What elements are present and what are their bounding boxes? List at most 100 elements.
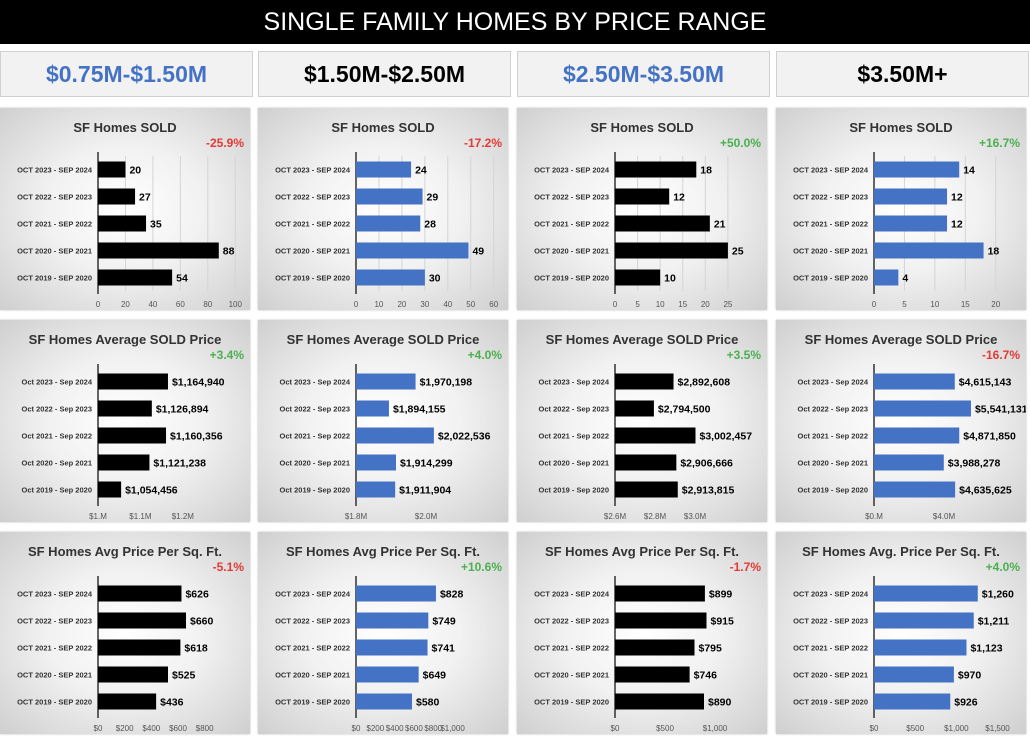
chart-panel: SF Homes Average SOLD Price -16.7% $0.M $4.… bbox=[776, 320, 1026, 522]
tick-label: $1,000 bbox=[703, 724, 728, 733]
bar bbox=[356, 188, 423, 205]
value-label: $1,160,356 bbox=[170, 431, 223, 443]
change-percent: -17.2% bbox=[464, 136, 502, 150]
category-label: Oct 2022 - Sep 2023 bbox=[798, 405, 868, 414]
tick-label: $400 bbox=[386, 724, 404, 733]
change-percent: -1.7% bbox=[730, 560, 762, 574]
bar bbox=[356, 215, 421, 232]
tick-label: $600 bbox=[405, 724, 423, 733]
bar bbox=[98, 639, 181, 656]
bar bbox=[98, 585, 182, 602]
bar-chart: SF Homes Avg. Price Per Sq. Ft.+4.0% $0 $5… bbox=[793, 544, 1021, 733]
bar bbox=[615, 242, 728, 259]
chart-title: SF Homes SOLD bbox=[73, 120, 176, 135]
bar-chart: SF Homes Avg Price Per Sq. Ft.-1.7% $0 $50… bbox=[534, 544, 762, 733]
category-label: OCT 2019 - SEP 2020 bbox=[275, 274, 350, 283]
tick-label: $800 bbox=[196, 724, 214, 733]
category-label: OCT 2019 - SEP 2020 bbox=[793, 274, 868, 283]
category-label: Oct 2019 - Sep 2020 bbox=[22, 486, 92, 495]
value-label: 21 bbox=[714, 219, 726, 231]
bar bbox=[615, 161, 697, 178]
bar bbox=[98, 242, 219, 259]
value-label: $5,541,131 bbox=[975, 404, 1026, 416]
value-label: 20 bbox=[129, 165, 141, 177]
category-label: Oct 2023 - Sep 2024 bbox=[539, 378, 610, 387]
value-label: $1,054,456 bbox=[125, 485, 178, 497]
bar bbox=[874, 215, 948, 232]
bar bbox=[615, 269, 661, 286]
chart-title: SF Homes Average SOLD Price bbox=[805, 332, 998, 347]
chart-panel: SF Homes Average SOLD Price +4.0% $1.8M $2.… bbox=[258, 320, 508, 522]
value-label: 10 bbox=[664, 273, 676, 285]
category-label: OCT 2022 - SEP 2023 bbox=[534, 617, 609, 626]
change-percent: -25.9% bbox=[206, 136, 244, 150]
chart-panel: SF Homes SOLD -17.2% 0 10 20 30 40 50 60 OCT 2023… bbox=[258, 108, 508, 310]
category-label: OCT 2019 - SEP 2020 bbox=[17, 698, 92, 707]
tick-label: 5 bbox=[902, 300, 907, 309]
bar bbox=[98, 188, 136, 205]
bar bbox=[356, 693, 412, 710]
category-label: OCT 2020 - SEP 2021 bbox=[534, 247, 609, 256]
value-label: $2,906,666 bbox=[680, 458, 733, 470]
value-label: $2,913,815 bbox=[682, 485, 735, 497]
value-label: $926 bbox=[954, 697, 978, 709]
tick-label: 20 bbox=[991, 300, 1000, 309]
value-label: $741 bbox=[432, 643, 456, 655]
value-label: $1,121,238 bbox=[153, 458, 206, 470]
tick-label: $1,000 bbox=[944, 724, 969, 733]
tick-label: $2.8M bbox=[644, 512, 667, 521]
category-label: OCT 2021 - SEP 2022 bbox=[534, 220, 609, 229]
tick-label: $0.M bbox=[865, 512, 883, 521]
value-label: 18 bbox=[988, 246, 1000, 258]
value-label: $580 bbox=[416, 697, 440, 709]
chart-title: SF Homes Average SOLD Price bbox=[287, 332, 480, 347]
value-label: $1,164,940 bbox=[172, 377, 225, 389]
category-label: Oct 2022 - Sep 2023 bbox=[539, 405, 609, 414]
value-label: 12 bbox=[951, 192, 963, 204]
bar bbox=[356, 454, 397, 471]
tick-label: $1.2M bbox=[172, 512, 195, 521]
category-label: OCT 2022 - SEP 2023 bbox=[793, 617, 868, 626]
tick-label: $500 bbox=[656, 724, 674, 733]
value-label: 4 bbox=[902, 273, 908, 285]
value-label: $2,892,608 bbox=[678, 377, 731, 389]
bar bbox=[356, 400, 389, 417]
category-label: OCT 2023 - SEP 2024 bbox=[534, 166, 610, 175]
tick-label: $3.0M bbox=[684, 512, 707, 521]
value-label: 49 bbox=[472, 246, 484, 258]
chart-title: SF Homes SOLD bbox=[590, 120, 693, 135]
tick-label: $1.M bbox=[89, 512, 107, 521]
value-label: 12 bbox=[951, 219, 963, 231]
tick-label: 0 bbox=[872, 300, 877, 309]
chart-title: SF Homes Avg Price Per Sq. Ft. bbox=[28, 544, 222, 559]
category-label: OCT 2023 - SEP 2024 bbox=[793, 590, 869, 599]
tick-label: $600 bbox=[169, 724, 187, 733]
chart-panel: SF Homes SOLD -25.9% 0 20 40 60 80 100 OCT 2023 … bbox=[0, 108, 250, 310]
chart-title: SF Homes Avg. Price Per Sq. Ft. bbox=[802, 544, 1000, 559]
price-range-header-1: $0.75M-$1.50M bbox=[0, 51, 253, 97]
change-percent: -16.7% bbox=[982, 348, 1020, 362]
bar bbox=[98, 427, 167, 444]
chart-title: SF Homes SOLD bbox=[331, 120, 434, 135]
tick-label: $1,500 bbox=[985, 724, 1010, 733]
category-label: Oct 2023 - Sep 2024 bbox=[798, 378, 869, 387]
category-label: Oct 2020 - Sep 2021 bbox=[22, 459, 92, 468]
value-label: 24 bbox=[415, 165, 427, 177]
tick-label: 0 bbox=[96, 300, 101, 309]
bar bbox=[615, 373, 674, 390]
bar bbox=[874, 481, 956, 498]
category-label: OCT 2020 - SEP 2021 bbox=[793, 247, 868, 256]
value-label: 25 bbox=[732, 246, 744, 258]
bar-chart: SF Homes Average SOLD Price-16.7% $0.M $4.… bbox=[798, 332, 1026, 521]
value-label: $899 bbox=[709, 589, 733, 601]
bar bbox=[356, 242, 469, 259]
bar bbox=[874, 373, 955, 390]
category-label: Oct 2021 - Sep 2022 bbox=[539, 432, 609, 441]
category-label: OCT 2020 - SEP 2021 bbox=[17, 247, 92, 256]
value-label: $1,211 bbox=[978, 616, 1010, 628]
tick-label: 20 bbox=[121, 300, 130, 309]
category-label: Oct 2023 - Sep 2024 bbox=[22, 378, 93, 387]
bar bbox=[615, 585, 705, 602]
change-percent: +4.0% bbox=[986, 560, 1021, 574]
category-label: Oct 2023 - Sep 2024 bbox=[280, 378, 351, 387]
